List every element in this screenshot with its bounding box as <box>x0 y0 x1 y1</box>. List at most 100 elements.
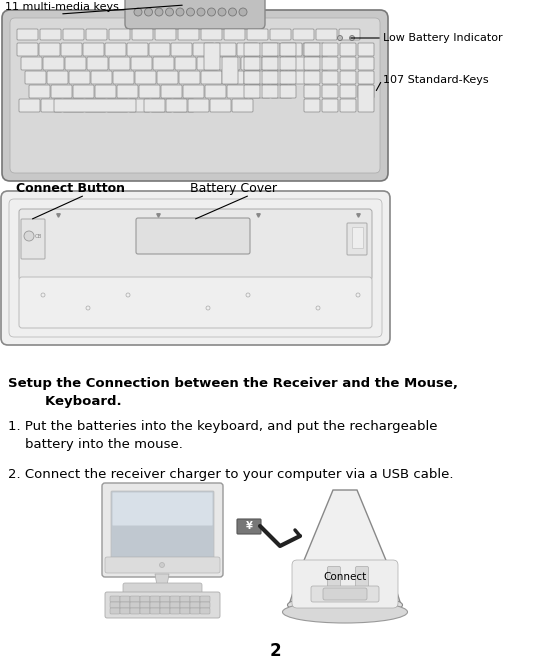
FancyBboxPatch shape <box>190 602 200 608</box>
FancyBboxPatch shape <box>39 43 60 56</box>
FancyBboxPatch shape <box>105 43 126 56</box>
FancyBboxPatch shape <box>281 43 302 56</box>
FancyBboxPatch shape <box>160 596 170 602</box>
FancyBboxPatch shape <box>339 29 360 40</box>
Text: 1. Put the batteries into the keyboard, and put the rechargeable
    battery int: 1. Put the batteries into the keyboard, … <box>8 420 438 451</box>
FancyBboxPatch shape <box>322 99 338 112</box>
Circle shape <box>350 35 355 41</box>
Text: ¥: ¥ <box>245 521 253 531</box>
FancyBboxPatch shape <box>358 57 374 70</box>
FancyBboxPatch shape <box>17 43 38 56</box>
FancyBboxPatch shape <box>304 57 320 70</box>
FancyBboxPatch shape <box>111 491 214 559</box>
FancyBboxPatch shape <box>237 519 261 534</box>
FancyBboxPatch shape <box>2 10 388 181</box>
FancyBboxPatch shape <box>91 71 112 84</box>
FancyBboxPatch shape <box>262 57 278 70</box>
FancyBboxPatch shape <box>190 608 200 614</box>
FancyBboxPatch shape <box>83 43 104 56</box>
FancyBboxPatch shape <box>54 99 136 112</box>
Circle shape <box>228 8 237 16</box>
FancyBboxPatch shape <box>322 71 338 84</box>
FancyBboxPatch shape <box>171 43 192 56</box>
FancyBboxPatch shape <box>183 85 204 98</box>
FancyBboxPatch shape <box>161 85 182 98</box>
FancyBboxPatch shape <box>132 29 153 40</box>
FancyBboxPatch shape <box>120 602 130 608</box>
FancyBboxPatch shape <box>323 588 367 600</box>
FancyBboxPatch shape <box>113 493 212 525</box>
FancyBboxPatch shape <box>41 99 62 112</box>
FancyBboxPatch shape <box>140 608 150 614</box>
Ellipse shape <box>283 601 407 623</box>
Text: 2: 2 <box>269 642 281 660</box>
FancyBboxPatch shape <box>63 99 84 112</box>
FancyBboxPatch shape <box>110 596 120 602</box>
FancyBboxPatch shape <box>160 608 170 614</box>
FancyBboxPatch shape <box>304 71 320 84</box>
FancyBboxPatch shape <box>150 608 160 614</box>
FancyBboxPatch shape <box>358 85 374 98</box>
FancyBboxPatch shape <box>170 596 180 602</box>
FancyBboxPatch shape <box>244 43 260 56</box>
FancyBboxPatch shape <box>347 223 367 255</box>
FancyBboxPatch shape <box>224 29 245 40</box>
FancyBboxPatch shape <box>322 85 338 98</box>
Circle shape <box>134 8 142 16</box>
FancyBboxPatch shape <box>223 71 244 84</box>
FancyBboxPatch shape <box>25 71 46 84</box>
FancyBboxPatch shape <box>244 85 260 98</box>
FancyBboxPatch shape <box>178 29 199 40</box>
FancyBboxPatch shape <box>130 596 140 602</box>
Circle shape <box>155 8 163 16</box>
FancyBboxPatch shape <box>120 596 130 602</box>
FancyBboxPatch shape <box>201 71 222 84</box>
FancyBboxPatch shape <box>197 57 218 70</box>
FancyBboxPatch shape <box>151 99 172 112</box>
FancyBboxPatch shape <box>188 99 209 112</box>
FancyBboxPatch shape <box>69 71 90 84</box>
FancyBboxPatch shape <box>10 18 380 173</box>
Circle shape <box>218 8 226 16</box>
Circle shape <box>176 8 184 16</box>
FancyBboxPatch shape <box>109 29 130 40</box>
FancyBboxPatch shape <box>160 602 170 608</box>
FancyBboxPatch shape <box>47 71 68 84</box>
FancyBboxPatch shape <box>244 57 260 70</box>
FancyBboxPatch shape <box>125 0 265 29</box>
Text: Battery Cover: Battery Cover <box>190 182 277 195</box>
FancyBboxPatch shape <box>180 596 190 602</box>
FancyBboxPatch shape <box>292 560 398 608</box>
Circle shape <box>165 8 173 16</box>
FancyBboxPatch shape <box>110 602 120 608</box>
FancyBboxPatch shape <box>170 608 180 614</box>
FancyBboxPatch shape <box>105 592 220 618</box>
FancyBboxPatch shape <box>29 85 50 98</box>
FancyBboxPatch shape <box>358 43 374 56</box>
FancyBboxPatch shape <box>136 218 250 254</box>
FancyBboxPatch shape <box>340 99 356 112</box>
FancyBboxPatch shape <box>259 43 280 56</box>
Circle shape <box>206 306 210 310</box>
FancyBboxPatch shape <box>150 602 160 608</box>
FancyBboxPatch shape <box>110 608 120 614</box>
FancyBboxPatch shape <box>227 85 248 98</box>
Text: Connect: Connect <box>323 572 367 582</box>
FancyBboxPatch shape <box>280 57 296 70</box>
FancyBboxPatch shape <box>61 43 82 56</box>
FancyBboxPatch shape <box>280 43 296 56</box>
Circle shape <box>144 8 153 16</box>
FancyBboxPatch shape <box>102 483 223 577</box>
FancyBboxPatch shape <box>19 277 372 328</box>
Text: Connect Button: Connect Button <box>16 182 125 195</box>
FancyBboxPatch shape <box>356 567 368 591</box>
Ellipse shape <box>288 595 402 615</box>
Text: 11 multi-media keys: 11 multi-media keys <box>5 2 119 12</box>
FancyBboxPatch shape <box>262 43 278 56</box>
FancyBboxPatch shape <box>19 99 40 112</box>
Circle shape <box>187 8 194 16</box>
FancyBboxPatch shape <box>170 602 180 608</box>
FancyBboxPatch shape <box>21 219 45 259</box>
FancyBboxPatch shape <box>179 71 200 84</box>
FancyBboxPatch shape <box>113 71 134 84</box>
